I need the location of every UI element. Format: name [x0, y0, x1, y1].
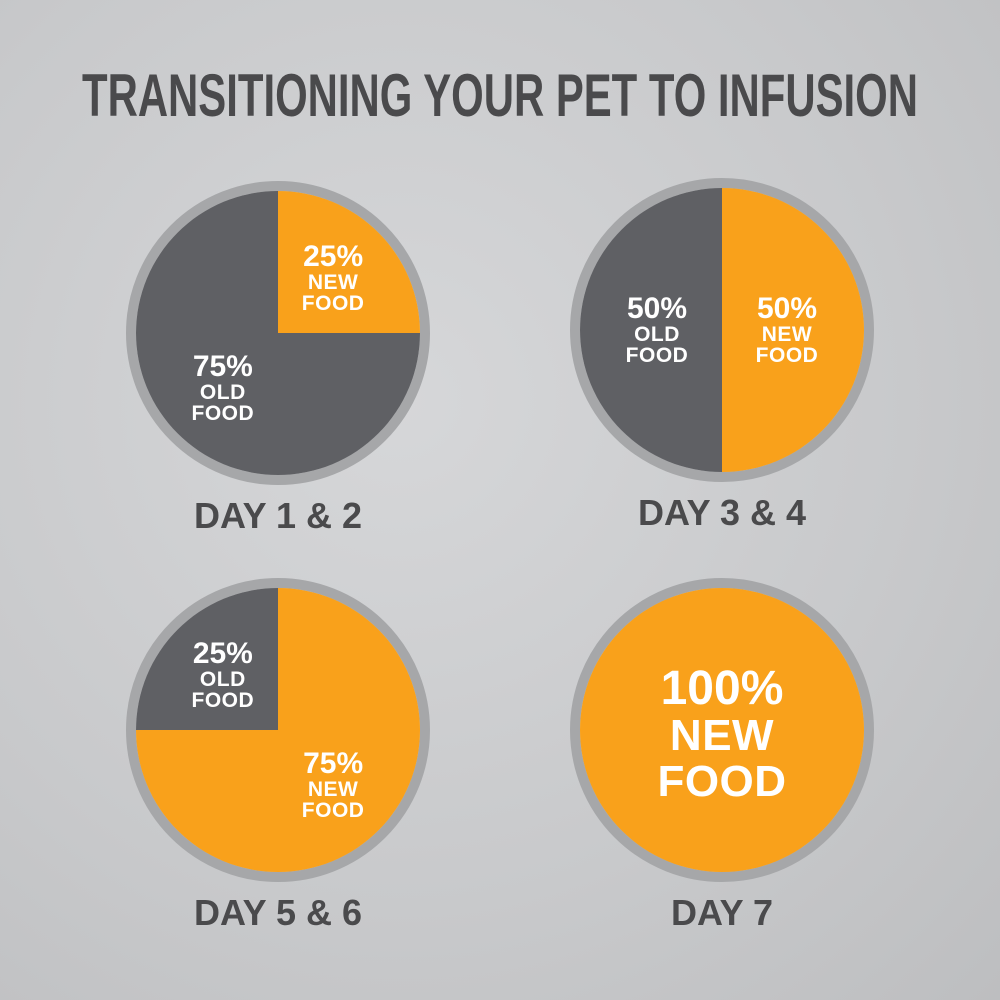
- slice-label: 50% OLD FOOD: [625, 292, 689, 367]
- category-label: OLD FOOD: [191, 381, 255, 426]
- pie-rim: [570, 178, 874, 482]
- category-label: OLD FOOD: [191, 667, 255, 712]
- slice-label: 75% NEW FOOD: [301, 747, 365, 823]
- pie-title: DAY 3 & 4: [637, 492, 807, 533]
- value-label: 25%: [192, 636, 253, 670]
- category-label: NEW FOOD: [301, 778, 365, 823]
- category-label: NEW FOOD: [301, 270, 365, 315]
- slice-label: 75% OLD FOOD: [191, 350, 255, 426]
- value-label: 75%: [303, 747, 364, 781]
- category-label: NEW FOOD: [755, 323, 819, 367]
- pie-slice: [136, 191, 420, 475]
- page-title: TRANSITIONING YOUR PET TO INFUSION: [82, 62, 918, 129]
- value-label: 25%: [303, 239, 364, 273]
- slice-label: 100% NEW FOOD: [657, 661, 787, 806]
- value-label: 50%: [626, 292, 688, 325]
- slice-label: 25% NEW FOOD: [301, 239, 365, 315]
- value-label: 50%: [756, 292, 818, 325]
- pie-slice: [136, 588, 278, 730]
- pie-slice: [580, 588, 864, 872]
- value-label: 75%: [192, 350, 253, 384]
- pie-rim: [126, 578, 430, 882]
- pie-slice: [278, 191, 420, 333]
- value-label: 100%: [660, 661, 784, 715]
- category-label: OLD FOOD: [625, 323, 689, 367]
- pie-slice: [580, 188, 722, 472]
- pie-title: DAY 5 & 6: [193, 892, 363, 933]
- slice-label: 50% NEW FOOD: [755, 292, 819, 367]
- category-label: NEW FOOD: [657, 710, 787, 806]
- slice-label: 25% OLD FOOD: [191, 636, 255, 712]
- pie-title: DAY 7: [670, 892, 774, 933]
- pie-slice: [722, 188, 864, 472]
- pie-title: DAY 1 & 2: [193, 495, 363, 536]
- pie-rim: [570, 578, 874, 882]
- pie-rim: [126, 181, 430, 485]
